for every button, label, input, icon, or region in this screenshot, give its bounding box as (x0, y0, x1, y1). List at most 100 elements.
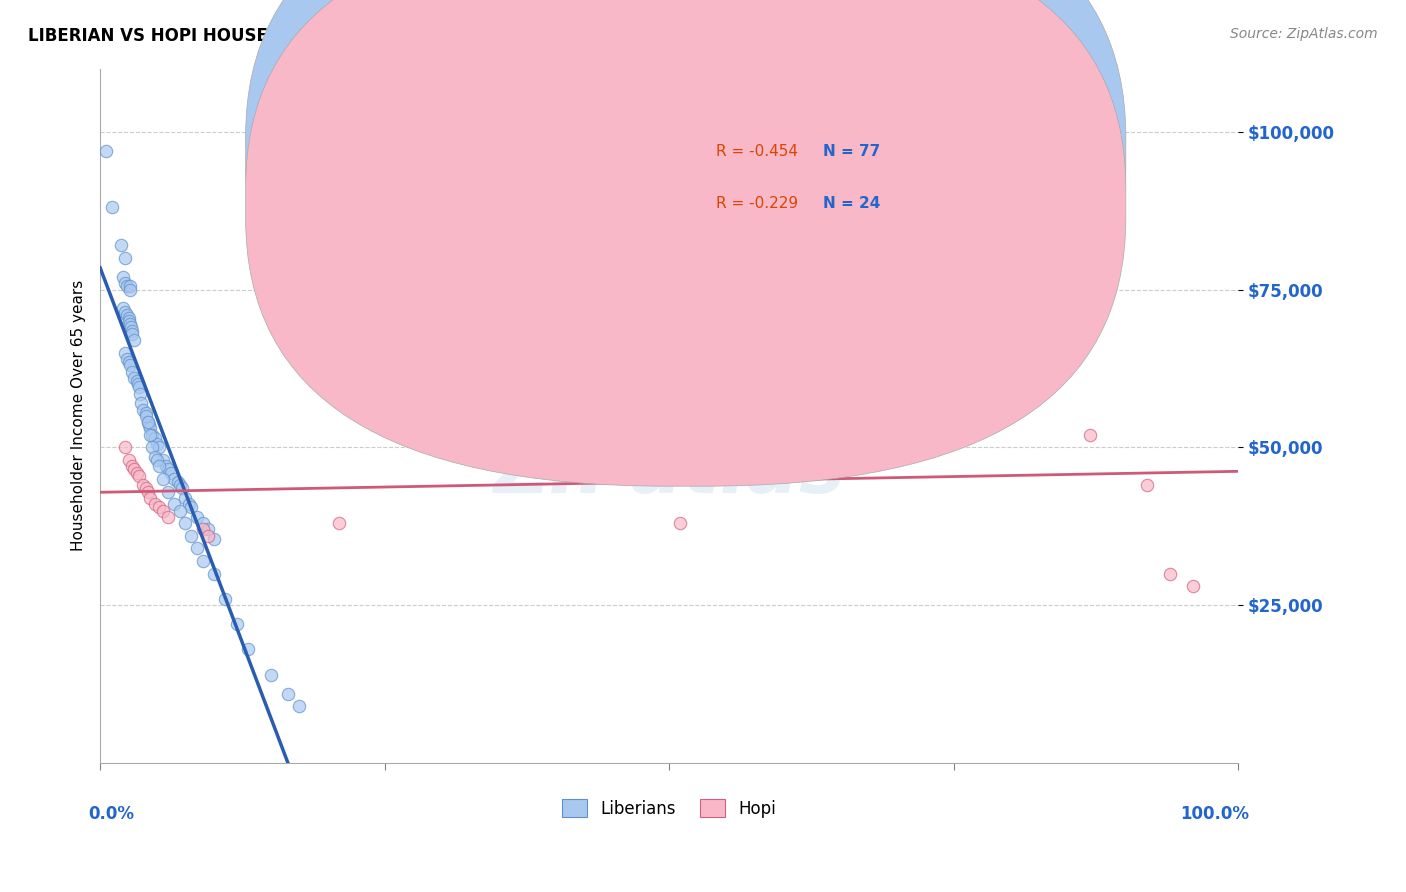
Text: 100.0%: 100.0% (1181, 805, 1250, 822)
Point (118, 283, 141, 297)
Point (197, 523, 219, 537)
Point (114, 251, 136, 265)
Point (121, 326, 143, 341)
Point (288, 699, 311, 714)
Point (163, 472, 186, 486)
Point (121, 324, 143, 338)
Point (180, 529, 202, 543)
Point (169, 478, 191, 492)
Point (277, 687, 299, 701)
Point (1022, 333, 1045, 347)
Point (118, 279, 141, 293)
Legend: Liberians, Hopi: Liberians, Hopi (555, 793, 783, 824)
Point (159, 466, 181, 480)
Point (111, 301, 134, 316)
Point (163, 497, 186, 511)
Text: ZIPatlas: ZIPatlas (494, 434, 845, 509)
Point (132, 478, 155, 492)
Point (1078, 427, 1101, 442)
Point (202, 566, 225, 581)
Point (114, 441, 136, 455)
Point (122, 333, 145, 347)
Point (1159, 566, 1181, 581)
Point (191, 554, 214, 568)
Point (139, 421, 162, 435)
Point (152, 503, 174, 517)
Point (260, 667, 283, 681)
Point (146, 453, 169, 467)
Point (129, 396, 152, 410)
Point (174, 516, 197, 531)
Point (135, 406, 157, 420)
Point (157, 462, 180, 476)
Point (128, 380, 150, 394)
Text: Source: ZipAtlas.com: Source: ZipAtlas.com (1230, 27, 1378, 41)
Point (1039, 339, 1062, 353)
Point (111, 269, 134, 284)
Point (138, 418, 160, 433)
Point (166, 475, 188, 490)
Point (214, 591, 236, 606)
Point (157, 509, 180, 524)
Point (125, 374, 148, 388)
Point (136, 415, 159, 429)
Point (121, 365, 143, 379)
Point (180, 500, 202, 515)
Text: N = 77: N = 77 (823, 144, 880, 159)
Point (122, 371, 145, 385)
Point (174, 491, 197, 505)
Text: R = -0.229: R = -0.229 (716, 195, 799, 211)
Point (148, 500, 170, 515)
Point (117, 351, 139, 366)
Point (117, 453, 139, 467)
Point (143, 497, 166, 511)
Text: R = -0.454: R = -0.454 (716, 144, 799, 159)
Point (328, 516, 350, 531)
Point (117, 279, 139, 293)
Text: 0.0%: 0.0% (89, 805, 135, 822)
Point (669, 516, 692, 531)
Point (121, 459, 143, 474)
Point (152, 472, 174, 486)
Point (155, 459, 177, 474)
Point (94, 144, 117, 158)
Point (141, 441, 163, 455)
Point (186, 541, 208, 556)
Point (197, 529, 219, 543)
Point (117, 314, 139, 328)
Point (117, 355, 139, 369)
Point (136, 415, 159, 429)
Point (143, 431, 166, 445)
Point (136, 484, 159, 499)
Point (1181, 579, 1204, 593)
Point (114, 277, 136, 291)
Point (170, 482, 193, 496)
Point (118, 359, 141, 373)
Text: N = 24: N = 24 (823, 195, 880, 211)
Point (128, 468, 150, 483)
Point (114, 345, 136, 359)
Point (236, 642, 259, 657)
Point (135, 482, 157, 496)
Point (202, 532, 225, 546)
Point (135, 409, 157, 423)
Point (122, 462, 145, 476)
Point (129, 386, 152, 401)
Point (148, 459, 170, 474)
Point (117, 308, 139, 322)
Point (152, 453, 174, 467)
Y-axis label: Householder Income Over 65 years: Householder Income Over 65 years (72, 280, 86, 551)
Point (225, 617, 247, 632)
Point (127, 377, 149, 392)
Point (186, 509, 208, 524)
Point (110, 238, 132, 252)
Point (139, 427, 162, 442)
Point (169, 503, 191, 517)
Point (177, 497, 200, 511)
Point (132, 402, 155, 417)
Point (118, 318, 141, 332)
Point (114, 304, 136, 318)
Point (148, 441, 170, 455)
Point (191, 516, 214, 531)
Point (143, 450, 166, 464)
